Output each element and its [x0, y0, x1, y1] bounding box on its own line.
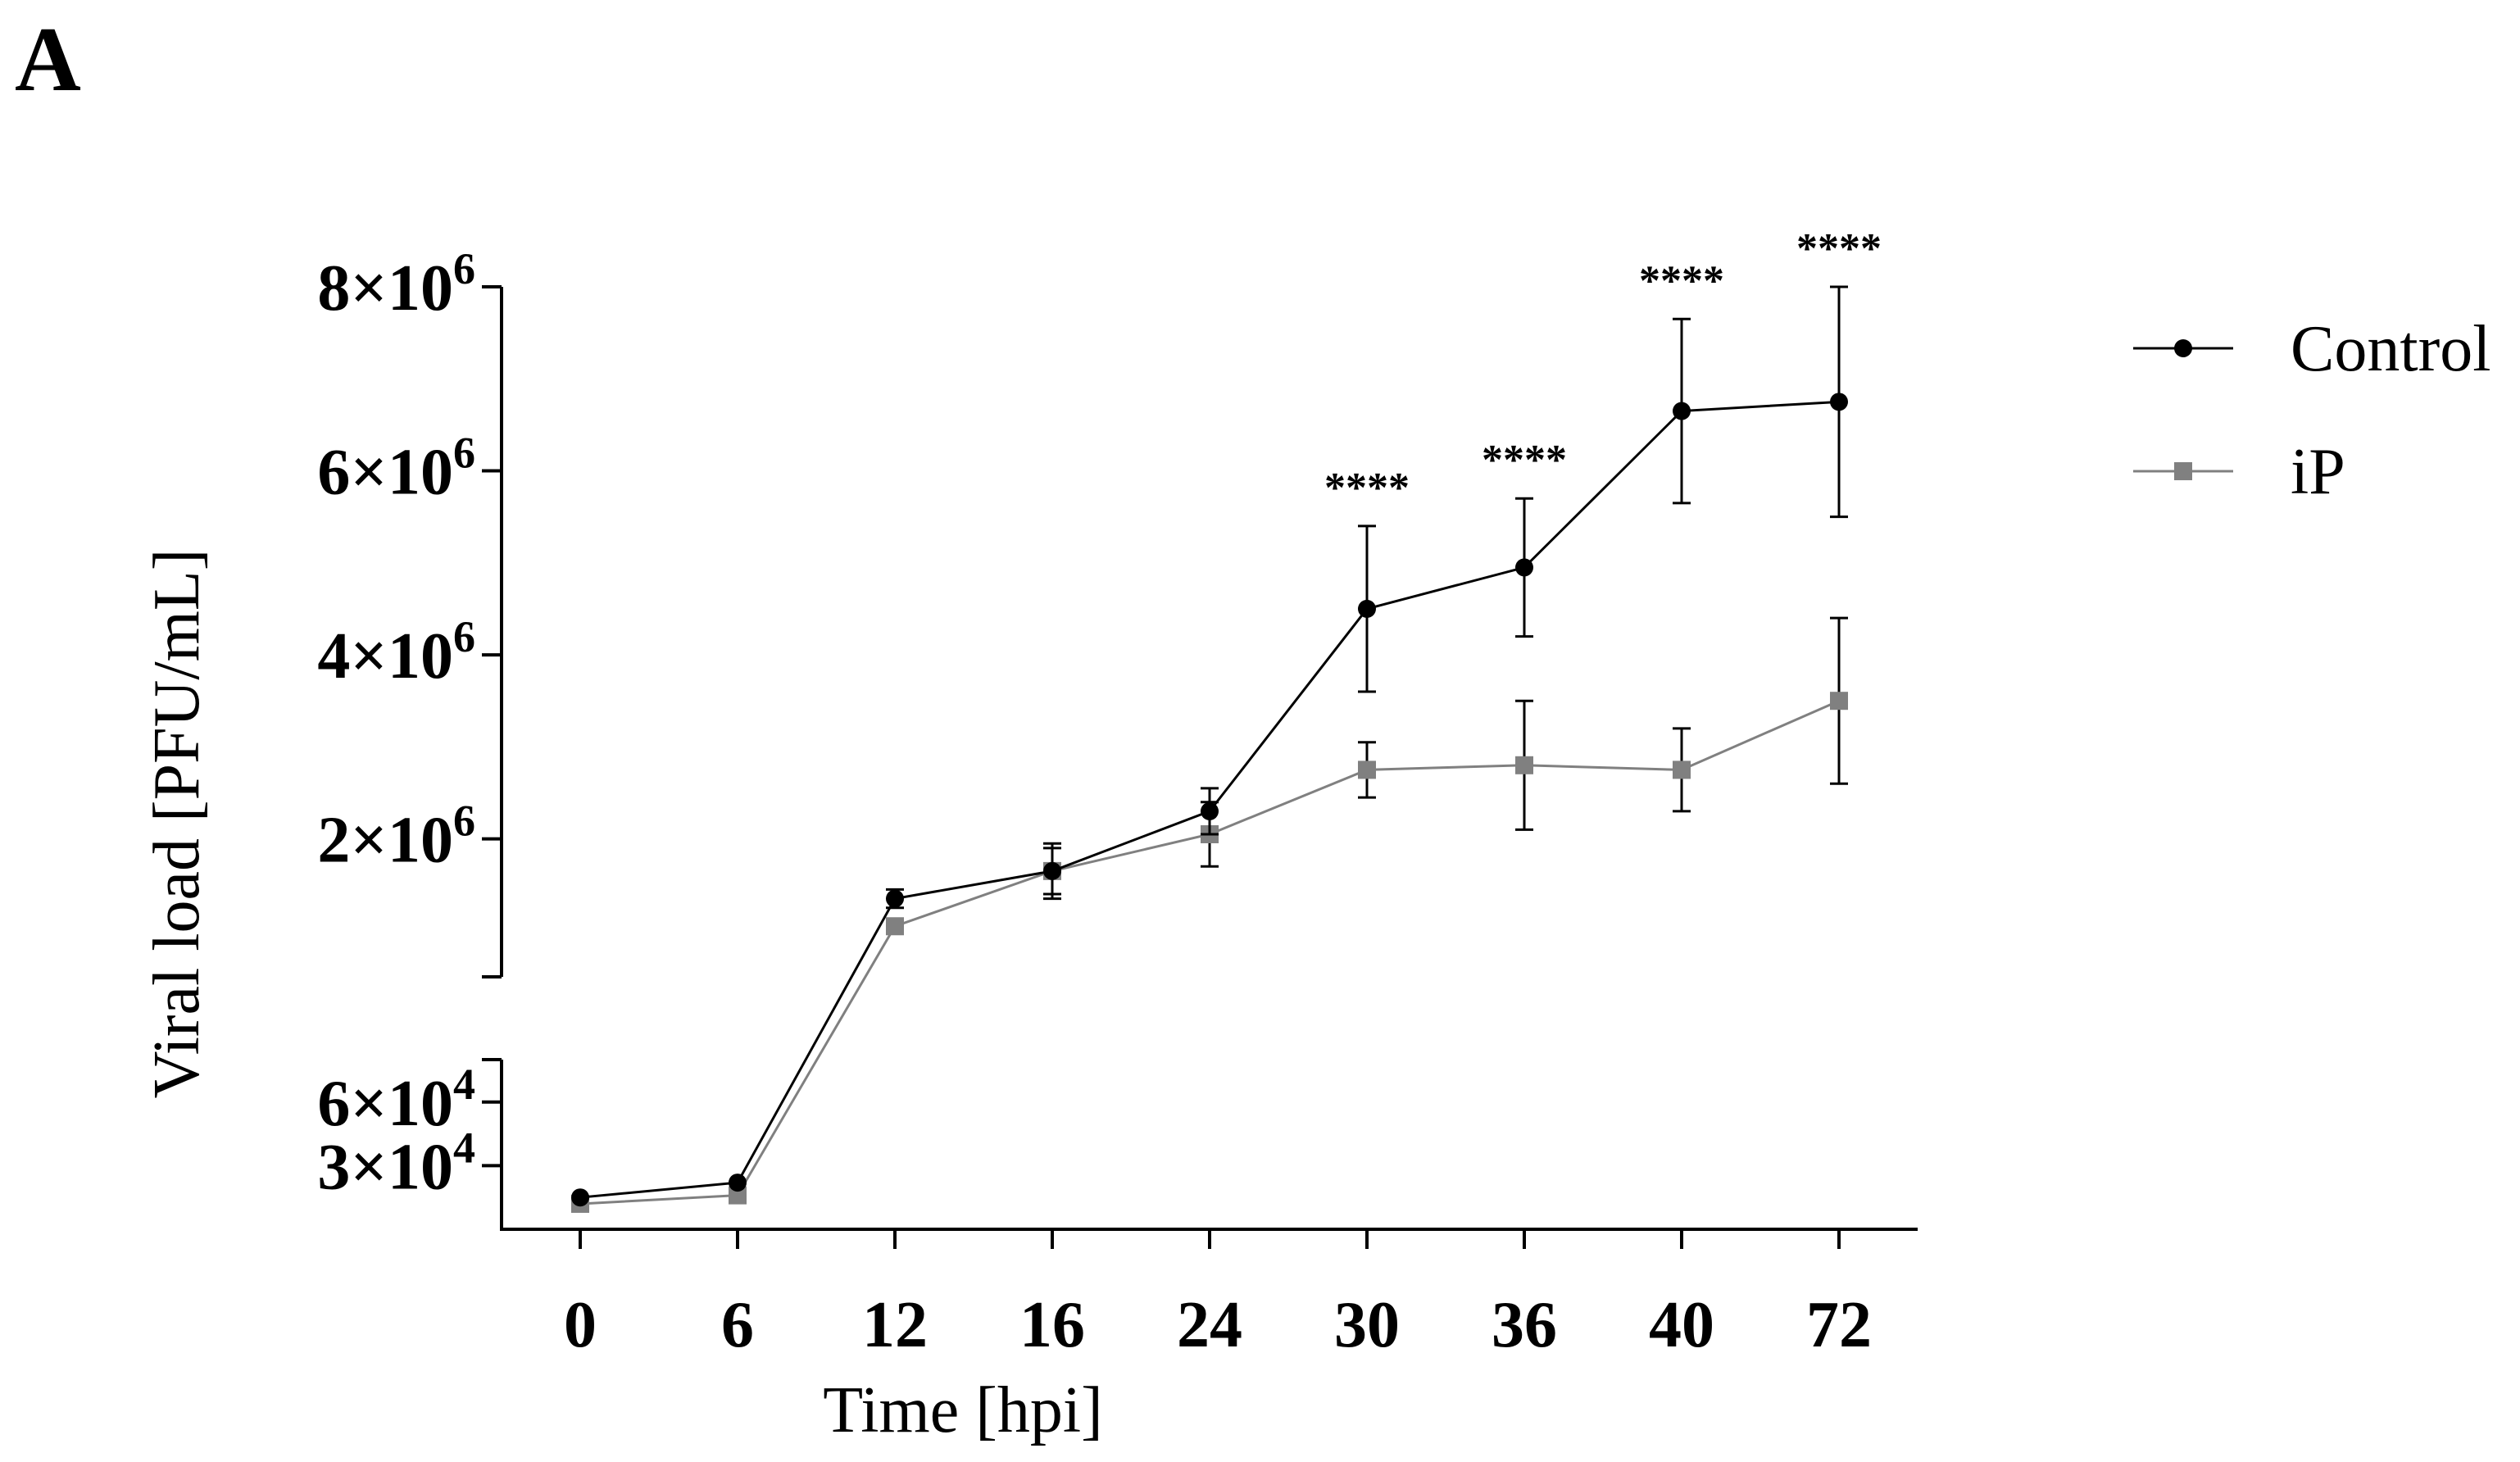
y-tick-exponent: 6	[453, 797, 475, 846]
y-tick-label: 6×104	[317, 1060, 475, 1140]
x-tick-label: 12	[862, 1289, 928, 1361]
x-tick-label: 72	[1806, 1289, 1872, 1361]
y-tick-exponent: 6	[453, 612, 475, 661]
x-tick-label: 16	[1019, 1289, 1085, 1361]
data-point-control	[729, 1174, 747, 1192]
data-point-ip	[1830, 692, 1848, 711]
data-point-ip	[1358, 761, 1376, 779]
y-tick-label: 8×106	[317, 244, 475, 325]
series-control	[571, 285, 1848, 1207]
significance-marker: ****	[1796, 225, 1882, 272]
legend-marker-ip	[2174, 462, 2192, 480]
y-tick-label: 4×106	[317, 612, 475, 692]
data-point-ip	[1515, 756, 1533, 774]
x-tick-label: 6	[721, 1289, 754, 1361]
y-tick-label: 6×106	[317, 429, 475, 509]
legend-marker-control	[2174, 339, 2192, 357]
data-point-control	[1043, 861, 1061, 880]
y-axis-label: Viral load [PFU/mL]	[141, 549, 213, 1099]
series-ip	[571, 616, 1848, 1213]
x-tick-label: 0	[564, 1289, 597, 1361]
x-tick-label: 36	[1492, 1289, 1557, 1361]
data-point-control	[1201, 801, 1219, 820]
legend-label-control: Control	[2291, 313, 2490, 385]
x-tick-label: 40	[1649, 1289, 1714, 1361]
series-line-ip	[579, 699, 1840, 1205]
y-tick-label: 2×106	[317, 797, 475, 877]
significance-annotations: **** **** **** ****	[1324, 225, 1882, 511]
y-tick-label: 3×104	[317, 1123, 475, 1203]
data-point-ip	[729, 1186, 747, 1205]
significance-marker: ****	[1324, 465, 1410, 511]
y-tick-exponent: 4	[453, 1060, 475, 1109]
y-tick-exponent: 4	[453, 1123, 475, 1172]
y-tick-exponent: 6	[453, 429, 475, 478]
data-point-control	[571, 1188, 589, 1207]
data-point-control	[1830, 393, 1848, 411]
axes	[482, 287, 1918, 1231]
data-point-control	[886, 889, 904, 908]
x-axis-ticks: 0 6 12 16 24 30 36 40 72	[564, 1229, 1872, 1361]
series-layer	[571, 285, 1848, 1213]
x-axis-label: Time [hpi]	[823, 1374, 1103, 1446]
legend-item-control: Control	[2133, 313, 2490, 385]
significance-marker: ****	[1639, 257, 1724, 304]
data-point-ip	[1673, 761, 1691, 779]
legend: Control iP	[2133, 313, 2490, 508]
legend-item-ip: iP	[2133, 436, 2345, 508]
significance-marker: ****	[1482, 437, 1567, 484]
y-tick-exponent: 6	[453, 244, 475, 293]
data-point-control	[1358, 599, 1376, 618]
data-point-ip	[886, 917, 904, 936]
x-tick-label: 24	[1177, 1289, 1242, 1361]
x-tick-label: 30	[1334, 1289, 1400, 1361]
data-point-control	[1673, 402, 1691, 420]
data-point-control	[1515, 558, 1533, 577]
legend-label-ip: iP	[2291, 436, 2345, 508]
panel-label: A	[15, 9, 81, 111]
